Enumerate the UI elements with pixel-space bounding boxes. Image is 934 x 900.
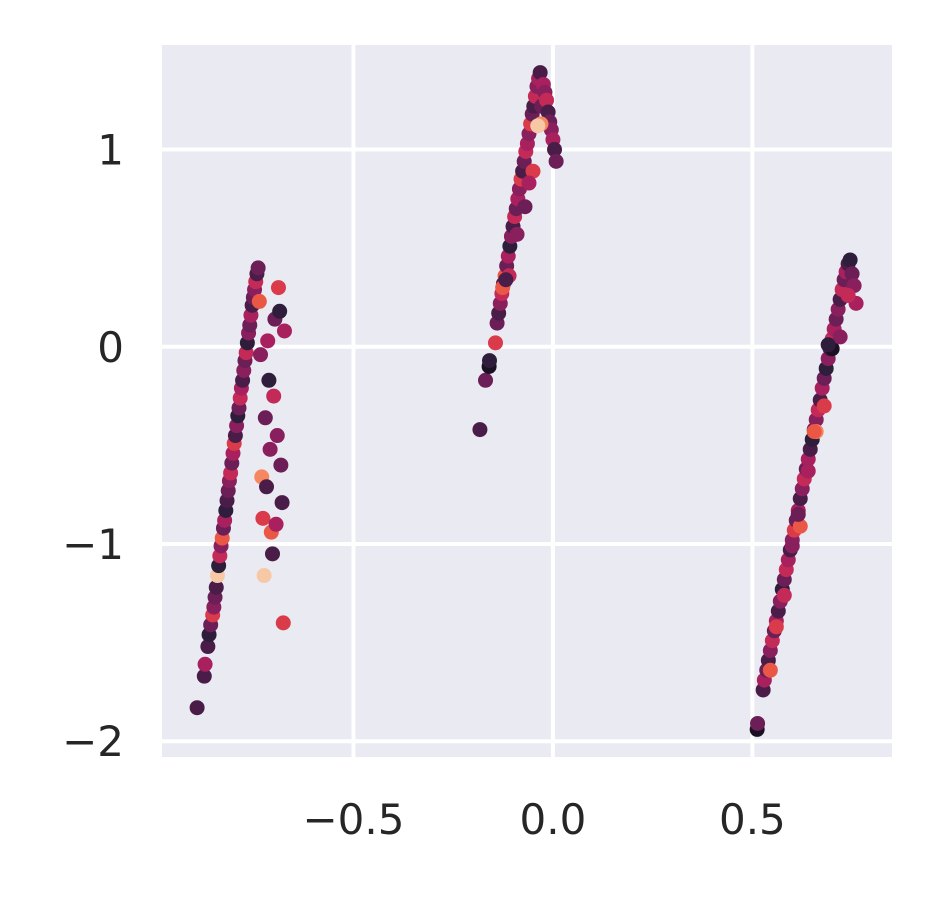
data-point: [790, 506, 806, 522]
y-tick-label: 1: [97, 126, 124, 175]
data-point: [820, 337, 836, 353]
data-point: [196, 668, 212, 684]
data-point: [274, 495, 290, 511]
data-point: [253, 347, 269, 363]
data-point: [844, 266, 860, 282]
data-point: [792, 518, 808, 534]
data-point: [487, 335, 503, 351]
y-axis-ticks: −2 −1 0 1: [62, 126, 124, 767]
data-point: [530, 118, 546, 134]
data-point: [521, 175, 537, 191]
data-point: [200, 639, 216, 655]
data-point: [250, 260, 266, 276]
data-point: [750, 715, 766, 731]
data-point: [472, 422, 488, 438]
data-point: [264, 546, 280, 562]
data-point: [784, 538, 800, 554]
data-point: [255, 510, 271, 526]
x-tick-label: 0.5: [719, 795, 786, 844]
data-point: [532, 65, 548, 81]
data-point: [768, 619, 784, 635]
data-point: [800, 463, 816, 479]
data-point: [539, 92, 555, 108]
data-point: [251, 293, 267, 309]
data-point: [840, 287, 856, 303]
data-point: [257, 410, 273, 426]
data-point: [256, 568, 272, 584]
data-point: [276, 323, 292, 339]
data-point: [189, 700, 205, 716]
data-point: [260, 333, 276, 349]
data-point: [806, 424, 822, 440]
data-point: [269, 428, 285, 444]
data-point: [478, 372, 494, 388]
data-point: [517, 199, 533, 215]
data-point: [776, 587, 792, 603]
data-point: [548, 153, 564, 169]
data-point: [842, 252, 858, 268]
data-point: [266, 388, 282, 404]
data-point: [525, 163, 541, 179]
data-point: [762, 662, 778, 678]
data-point: [509, 226, 525, 242]
data-point: [259, 479, 275, 495]
data-point: [832, 329, 848, 345]
data-point: [261, 372, 277, 388]
data-point: [482, 353, 498, 369]
data-point: [498, 272, 514, 288]
x-tick-label: 0.0: [520, 795, 587, 844]
data-point: [547, 142, 563, 158]
x-axis-ticks: −0.5 0.0 0.5: [302, 795, 785, 844]
data-point: [270, 280, 286, 296]
data-point: [268, 516, 284, 532]
data-point: [816, 398, 832, 414]
data-point: [197, 656, 213, 672]
data-point: [273, 457, 289, 473]
data-points: [189, 65, 864, 737]
data-point: [208, 579, 224, 595]
data-point: [262, 441, 278, 457]
y-tick-label: −1: [62, 520, 124, 569]
data-point: [272, 303, 288, 319]
y-tick-label: −2: [62, 717, 124, 766]
x-tick-label: −0.5: [302, 795, 404, 844]
y-tick-label: 0: [97, 323, 124, 372]
data-point: [275, 615, 291, 631]
